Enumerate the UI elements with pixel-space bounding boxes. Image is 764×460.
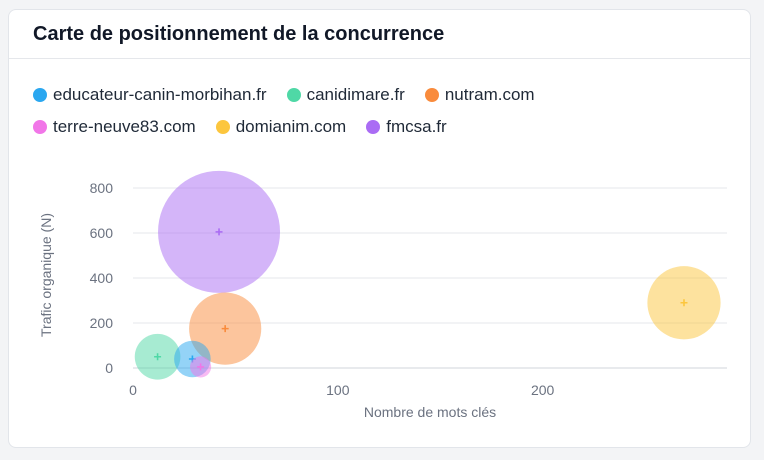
bubble-chart: 0 200 400 600 800 0 100 200 Nombre de mots clés T… bbox=[38, 170, 727, 420]
y-axis-title: Trafic organique (N) bbox=[38, 213, 54, 337]
legend-item-canidimare[interactable]: canidimare.fr bbox=[286, 85, 405, 104]
legend-dot bbox=[215, 120, 230, 134]
bubble-center-marker bbox=[154, 353, 162, 361]
y-tick-label: 600 bbox=[90, 225, 114, 241]
legend-label: educateur-canin-morbihan.fr bbox=[53, 85, 267, 104]
legend-item-nutram[interactable]: nutram.com bbox=[424, 85, 535, 104]
legend-item-fmcsa[interactable]: fmcsa.fr bbox=[366, 117, 447, 136]
x-tick-label: 200 bbox=[531, 382, 555, 398]
x-tick-label: 100 bbox=[326, 382, 350, 398]
legend-item-domianim[interactable]: domianim.com bbox=[215, 117, 347, 136]
y-tick-label: 0 bbox=[105, 360, 113, 376]
x-tick-label: 0 bbox=[129, 382, 137, 398]
bubble-center-marker bbox=[197, 363, 205, 371]
legend-dot bbox=[424, 88, 439, 102]
legend-dot bbox=[366, 120, 381, 134]
bubble-center-marker bbox=[221, 325, 229, 333]
bubble-center-marker bbox=[215, 228, 223, 236]
chart-legend: educateur-canin-morbihan.fr canidimare.f… bbox=[33, 85, 733, 136]
legend-dot bbox=[33, 120, 47, 134]
legend-dot bbox=[286, 88, 301, 102]
x-axis-title: Nombre de mots clés bbox=[364, 404, 496, 420]
y-tick-label: 800 bbox=[90, 180, 114, 196]
legend-label: nutram.com bbox=[444, 85, 535, 104]
legend-dot bbox=[33, 88, 47, 102]
legend-label: canidimare.fr bbox=[306, 85, 405, 104]
legend-label: terre-neuve83.com bbox=[53, 117, 196, 136]
card-header: Carte de positionnement de la concurrenc… bbox=[9, 10, 750, 59]
legend-item-educateur-canin[interactable]: educateur-canin-morbihan.fr bbox=[33, 85, 267, 104]
y-tick-label: 200 bbox=[90, 315, 114, 331]
legend-label: domianim.com bbox=[235, 117, 347, 136]
bubble-center-marker bbox=[680, 299, 688, 307]
legend-label: fmcsa.fr bbox=[386, 117, 447, 136]
positioning-card: Carte de positionnement de la concurrenc… bbox=[8, 9, 751, 448]
y-tick-label: 400 bbox=[90, 270, 114, 286]
card-title: Carte de positionnement de la concurrenc… bbox=[33, 22, 445, 45]
legend-item-terre-neuve83[interactable]: terre-neuve83.com bbox=[33, 117, 196, 136]
